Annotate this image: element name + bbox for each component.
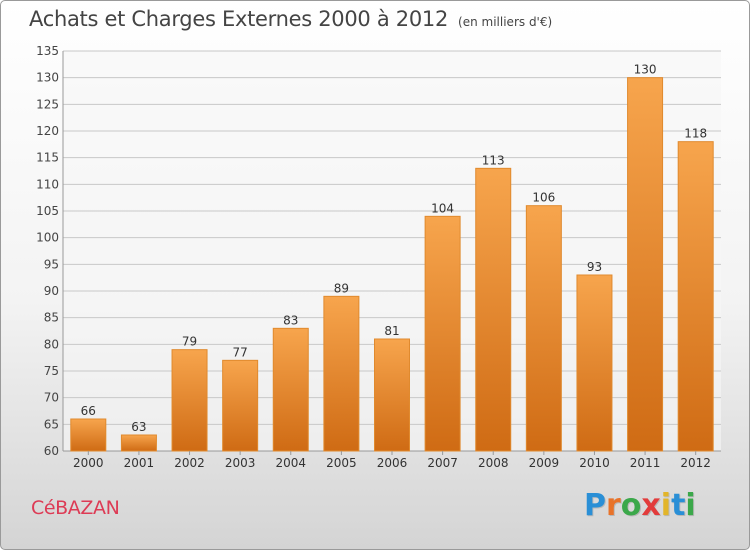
logo-letter: t xyxy=(671,488,686,523)
bar xyxy=(627,77,664,452)
bar-value-label: 113 xyxy=(482,153,505,167)
y-tick-label: 115 xyxy=(36,151,59,165)
bar xyxy=(576,274,613,452)
title-text: Achats et Charges Externes 2000 à 2012 xyxy=(29,7,449,31)
y-tick-label: 75 xyxy=(44,364,59,378)
x-tick-label: 2011 xyxy=(630,456,661,470)
bar-value-label: 63 xyxy=(131,420,146,434)
x-tick-label: 2008 xyxy=(478,456,509,470)
y-tick-label: 130 xyxy=(36,71,59,85)
bar-value-label: 89 xyxy=(334,281,349,295)
commune-name: CéBAZAN xyxy=(31,497,120,519)
y-tick-label: 135 xyxy=(36,44,59,58)
y-tick-label: 85 xyxy=(44,311,59,325)
title-unit: (en milliers d'€) xyxy=(458,15,553,29)
bar xyxy=(70,418,107,452)
x-tick-label: 2004 xyxy=(275,456,306,470)
bar-value-label: 93 xyxy=(587,260,602,274)
logo-letter: x xyxy=(641,488,661,523)
bar xyxy=(424,215,461,452)
bar xyxy=(272,327,309,452)
x-tick-label: 2007 xyxy=(427,456,458,470)
bar-value-label: 66 xyxy=(81,404,96,418)
y-tick-label: 95 xyxy=(44,257,59,271)
x-tick-label: 2010 xyxy=(579,456,610,470)
y-tick-label: 100 xyxy=(36,231,59,245)
y-tick-label: 120 xyxy=(36,124,59,138)
logo-letter: o xyxy=(620,488,642,523)
logo-letter: i xyxy=(660,488,672,523)
y-tick-label: 125 xyxy=(36,97,59,111)
logo-letter: r xyxy=(606,488,621,523)
x-tick-label: 2001 xyxy=(124,456,155,470)
bar xyxy=(222,359,259,452)
bar xyxy=(120,434,157,452)
x-tick-label: 2012 xyxy=(680,456,711,470)
y-tick-label: 90 xyxy=(44,284,59,298)
x-tick-label: 2002 xyxy=(174,456,205,470)
y-tick-label: 105 xyxy=(36,204,59,218)
y-tick-label: 80 xyxy=(44,337,59,351)
bar-value-label: 118 xyxy=(684,127,707,141)
logo-letter: P xyxy=(584,488,606,523)
bar-value-label: 104 xyxy=(431,201,454,215)
x-tick-label: 2003 xyxy=(225,456,256,470)
bar xyxy=(171,349,208,452)
bar-value-label: 106 xyxy=(532,191,555,205)
bar xyxy=(677,141,714,452)
proxiti-logo: Proxiti xyxy=(584,488,696,523)
y-tick-label: 110 xyxy=(36,177,59,191)
bar xyxy=(374,338,410,452)
bar-value-label: 83 xyxy=(283,313,298,327)
y-tick-label: 65 xyxy=(44,417,59,431)
bar xyxy=(323,295,360,452)
y-tick-label: 60 xyxy=(44,444,59,458)
bar-value-label: 81 xyxy=(384,324,399,338)
x-tick-label: 2009 xyxy=(529,456,560,470)
bar xyxy=(475,167,512,452)
bar-value-label: 130 xyxy=(634,63,657,77)
x-tick-label: 2006 xyxy=(377,456,408,470)
y-tick-label: 70 xyxy=(44,391,59,405)
logo-letter: i xyxy=(685,488,696,523)
chart-title: Achats et Charges Externes 2000 à 2012 (e… xyxy=(29,7,552,31)
x-tick-label: 2005 xyxy=(326,456,357,470)
bar-value-label: 79 xyxy=(182,335,197,349)
bar-value-label: 77 xyxy=(233,345,248,359)
x-tick-label: 2000 xyxy=(73,456,104,470)
bar xyxy=(525,205,562,452)
